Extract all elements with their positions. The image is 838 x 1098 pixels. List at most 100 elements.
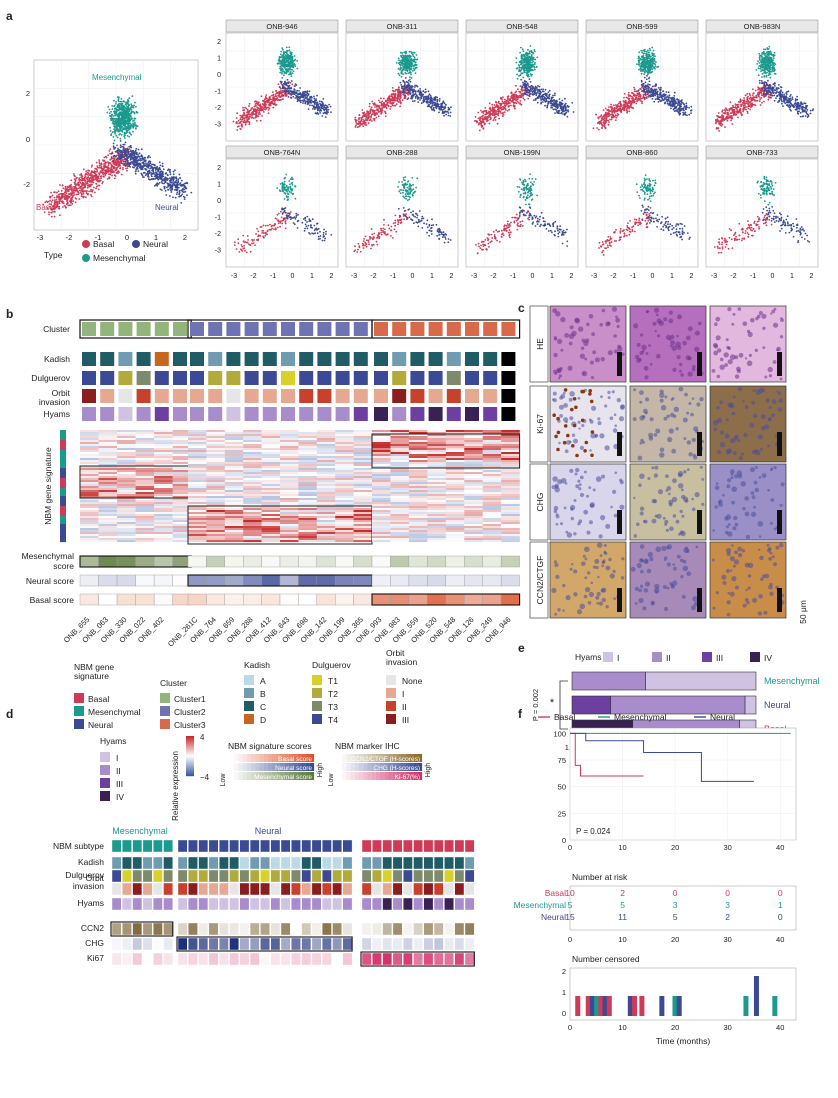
scatter-point: [112, 162, 115, 165]
scatter-point: [380, 97, 382, 100]
scatter-point: [77, 181, 80, 184]
scatter-point: [154, 164, 156, 167]
scatter-point: [525, 84, 527, 86]
scatter-point: [247, 118, 250, 120]
scatter-point: [64, 205, 67, 208]
scatter-point: [512, 95, 515, 98]
scatter-point: [95, 187, 97, 190]
scatter-point: [282, 98, 284, 100]
scatter-point: [539, 93, 541, 96]
scatter-point: [117, 119, 119, 121]
scatter-point: [236, 112, 239, 115]
scatter-point: [88, 180, 91, 183]
scatter-point: [484, 107, 487, 109]
scatter-point: [105, 172, 108, 175]
scatter-point: [281, 77, 284, 79]
scatter-point: [116, 161, 119, 164]
scatter-point: [282, 48, 284, 51]
scatter-point: [408, 60, 410, 62]
scatter-point: [107, 171, 109, 173]
scatter-point: [64, 190, 67, 193]
scatter-point: [138, 152, 141, 155]
scatter-point: [114, 130, 116, 133]
scatter-point: [135, 124, 137, 126]
scatter-point: [88, 185, 91, 188]
scatter-point: [323, 106, 326, 108]
scatter-point: [410, 77, 413, 79]
scatter-point: [526, 91, 528, 94]
scatter-point: [56, 203, 59, 206]
scatter-point: [364, 124, 367, 126]
scatter-point: [138, 166, 141, 168]
scatter-point: [491, 106, 494, 109]
scatter-point: [531, 93, 534, 96]
scatter-point: [497, 110, 500, 113]
scatter-point: [128, 119, 131, 122]
scatter-point: [151, 175, 153, 178]
scatter-point: [401, 87, 403, 89]
scatter-point: [263, 108, 266, 110]
scatter-point: [426, 101, 428, 103]
scatter-point: [153, 184, 156, 187]
scatter-point: [150, 173, 153, 176]
scatter-point: [163, 178, 166, 180]
scatter-point: [172, 196, 174, 199]
scatter-point: [239, 127, 242, 130]
scatter-point: [122, 123, 125, 126]
scatter-point: [556, 106, 559, 109]
scatter-point: [316, 94, 318, 97]
scatter-point: [75, 197, 78, 200]
scatter-point: [290, 51, 293, 54]
scatter-point: [179, 182, 182, 184]
scatter-point: [137, 153, 139, 156]
scatter-point: [255, 114, 257, 117]
scatter-point: [413, 89, 415, 91]
scatter-point: [519, 103, 522, 105]
scatter-point: [117, 172, 119, 175]
scatter-point: [397, 57, 400, 60]
scatter-point: [535, 86, 538, 89]
scatter-point: [161, 182, 164, 185]
scatter-point: [133, 158, 136, 161]
scatter-point: [87, 169, 90, 172]
scatter-point: [361, 109, 364, 111]
scatter-point: [517, 88, 519, 90]
scatter-point: [401, 52, 404, 54]
scatter-point: [112, 145, 115, 148]
scatter-point: [129, 155, 131, 158]
scatter-point: [180, 202, 183, 204]
scatter-point: [327, 108, 330, 111]
scatter-point: [70, 201, 72, 204]
scatter-point: [358, 125, 360, 128]
scatter-point: [113, 166, 116, 169]
scatter-point: [107, 161, 109, 163]
scatter-point: [161, 162, 164, 165]
scatter-point: [163, 182, 165, 185]
scatter-point: [527, 89, 530, 92]
scatter-point: [384, 111, 387, 114]
scatter-point: [521, 48, 524, 51]
label-basal: Basal: [36, 203, 56, 212]
scatter-point: [98, 159, 101, 162]
scatter-point: [157, 170, 159, 173]
scatter-point: [246, 111, 248, 114]
scatter-point: [129, 144, 132, 147]
scatter-point: [122, 156, 125, 159]
scatter-point: [481, 124, 484, 127]
scatter-point: [404, 56, 407, 59]
scatter-point: [127, 110, 130, 113]
scatter-point: [114, 150, 117, 153]
scatter-point: [524, 69, 526, 72]
scatter-point: [420, 97, 423, 100]
scatter-point: [136, 111, 138, 114]
scatter-point: [301, 94, 303, 97]
scatter-point: [109, 117, 112, 120]
scatter-point: [246, 115, 249, 118]
scatter-point: [360, 117, 363, 120]
scatter-point: [643, 98, 646, 101]
scatter-point: [495, 100, 497, 103]
scatter-point: [313, 97, 316, 100]
label-neural: Neural: [155, 203, 179, 212]
scatter-point: [321, 107, 324, 110]
scatter-point: [130, 106, 132, 109]
